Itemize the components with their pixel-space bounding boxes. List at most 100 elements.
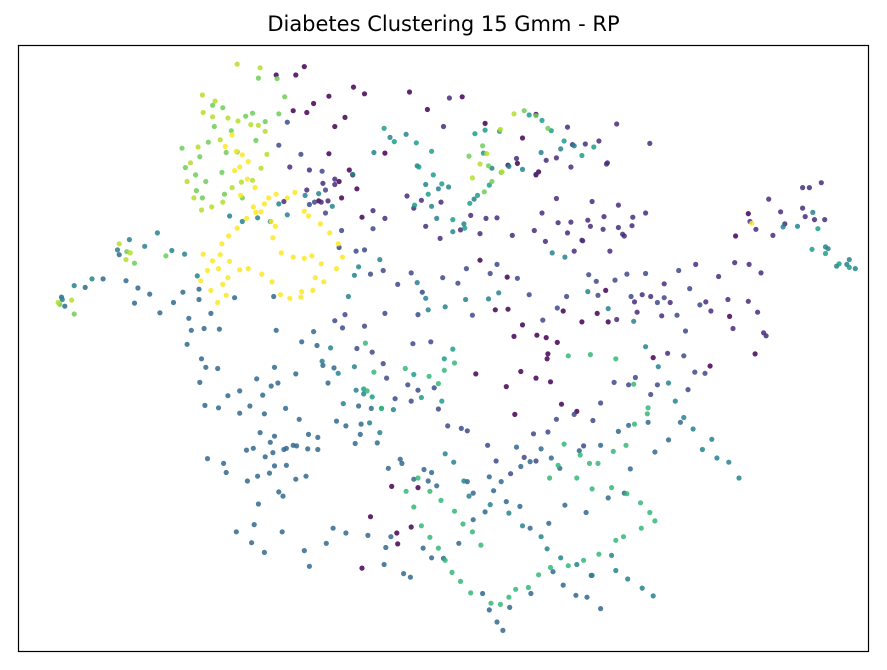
scatter-point bbox=[506, 510, 512, 516]
scatter-point bbox=[408, 398, 414, 404]
scatter-point bbox=[709, 436, 715, 442]
scatter-point bbox=[625, 576, 631, 582]
scatter-point bbox=[302, 192, 308, 198]
scatter-point bbox=[326, 151, 332, 157]
scatter-point bbox=[643, 270, 649, 277]
scatter-point bbox=[732, 260, 738, 266]
scatter-point bbox=[650, 355, 656, 361]
scatter-point bbox=[411, 476, 417, 482]
scatter-point bbox=[255, 215, 261, 221]
cluster-3-series bbox=[58, 252, 684, 634]
scatter-point bbox=[676, 267, 682, 274]
scatter-point bbox=[628, 293, 634, 300]
scatter-point bbox=[766, 196, 772, 202]
scatter-point bbox=[187, 160, 194, 166]
scatter-point bbox=[702, 370, 708, 376]
scatter-point bbox=[514, 160, 521, 166]
scatter-point bbox=[455, 280, 461, 286]
scatter-point bbox=[279, 529, 285, 535]
cluster-8-series bbox=[55, 61, 517, 306]
scatter-point bbox=[755, 309, 761, 315]
scatter-point bbox=[558, 555, 564, 561]
scatter-point bbox=[818, 180, 824, 186]
scatter-point bbox=[362, 340, 368, 346]
scatter-point bbox=[123, 278, 129, 284]
scatter-point bbox=[623, 442, 629, 448]
scatter-point bbox=[485, 163, 492, 169]
scatter-point bbox=[620, 534, 627, 540]
scatter-point bbox=[631, 381, 637, 387]
scatter-point bbox=[503, 499, 509, 505]
scatter-point bbox=[568, 164, 574, 170]
scatter-point bbox=[352, 440, 358, 447]
scatter-point bbox=[268, 383, 274, 389]
scatter-point bbox=[521, 454, 527, 460]
scatter-point bbox=[733, 233, 739, 239]
scatter-point bbox=[579, 152, 585, 159]
scatter-point bbox=[468, 212, 474, 218]
scatter-point bbox=[507, 604, 513, 611]
scatter-point bbox=[261, 411, 267, 417]
scatter-point bbox=[227, 258, 233, 264]
scatter-point bbox=[650, 593, 656, 599]
scatter-point bbox=[585, 217, 591, 223]
scatter-point bbox=[216, 326, 222, 332]
scatter-point bbox=[513, 155, 520, 162]
scatter-point bbox=[282, 94, 288, 100]
scatter-point bbox=[583, 509, 589, 516]
scatter-point bbox=[415, 485, 421, 491]
scatter-point bbox=[293, 476, 299, 482]
scatter-point bbox=[494, 261, 500, 267]
scatter-point bbox=[639, 292, 645, 298]
scatter-point bbox=[643, 210, 649, 216]
scatter-point bbox=[492, 307, 498, 313]
scatter-point bbox=[225, 115, 231, 121]
scatter-point bbox=[361, 323, 368, 329]
scatter-point bbox=[576, 448, 582, 454]
scatter-point bbox=[266, 195, 272, 201]
scatter-point bbox=[425, 478, 431, 484]
scatter-point bbox=[497, 601, 503, 608]
scatter-point bbox=[368, 405, 374, 411]
scatter-point bbox=[359, 565, 365, 571]
scatter-point bbox=[280, 493, 286, 499]
scatter-point bbox=[281, 446, 287, 453]
scatter-point bbox=[615, 202, 622, 208]
scatter-point bbox=[195, 144, 201, 150]
scatter-point bbox=[204, 456, 211, 462]
scatter-point bbox=[392, 396, 398, 402]
scatter-point bbox=[547, 379, 554, 385]
scatter-point bbox=[506, 163, 512, 169]
scatter-point bbox=[298, 294, 304, 300]
scatter-point bbox=[596, 551, 602, 557]
scatter-point bbox=[674, 312, 680, 318]
scatter-point bbox=[127, 250, 133, 256]
scatter-point bbox=[442, 451, 448, 457]
scatter-point bbox=[325, 198, 331, 204]
scatter-point bbox=[609, 552, 615, 559]
scatter-point bbox=[383, 544, 389, 551]
scatter-point bbox=[238, 192, 244, 198]
scatter-point bbox=[381, 125, 387, 131]
scatter-point bbox=[135, 285, 141, 291]
scatter-point bbox=[253, 209, 259, 215]
scatter-point bbox=[284, 212, 290, 218]
scatter-point bbox=[549, 250, 555, 256]
scatter-point bbox=[276, 489, 282, 495]
scatter-point bbox=[441, 356, 447, 362]
scatter-point bbox=[249, 177, 256, 183]
scatter-point bbox=[462, 225, 468, 231]
scatter-point bbox=[293, 371, 299, 377]
scatter-point bbox=[420, 545, 426, 551]
scatter-point bbox=[314, 342, 320, 349]
scatter-point bbox=[116, 241, 122, 247]
scatter-point bbox=[430, 172, 436, 178]
scatter-point bbox=[262, 454, 268, 460]
scatter-point bbox=[590, 417, 596, 424]
scatter-point bbox=[254, 376, 260, 382]
scatter-point bbox=[193, 188, 199, 194]
scatter-point bbox=[408, 524, 414, 530]
scatter-point bbox=[518, 368, 524, 375]
scatter-point bbox=[440, 123, 447, 130]
scatter-point bbox=[301, 208, 307, 214]
